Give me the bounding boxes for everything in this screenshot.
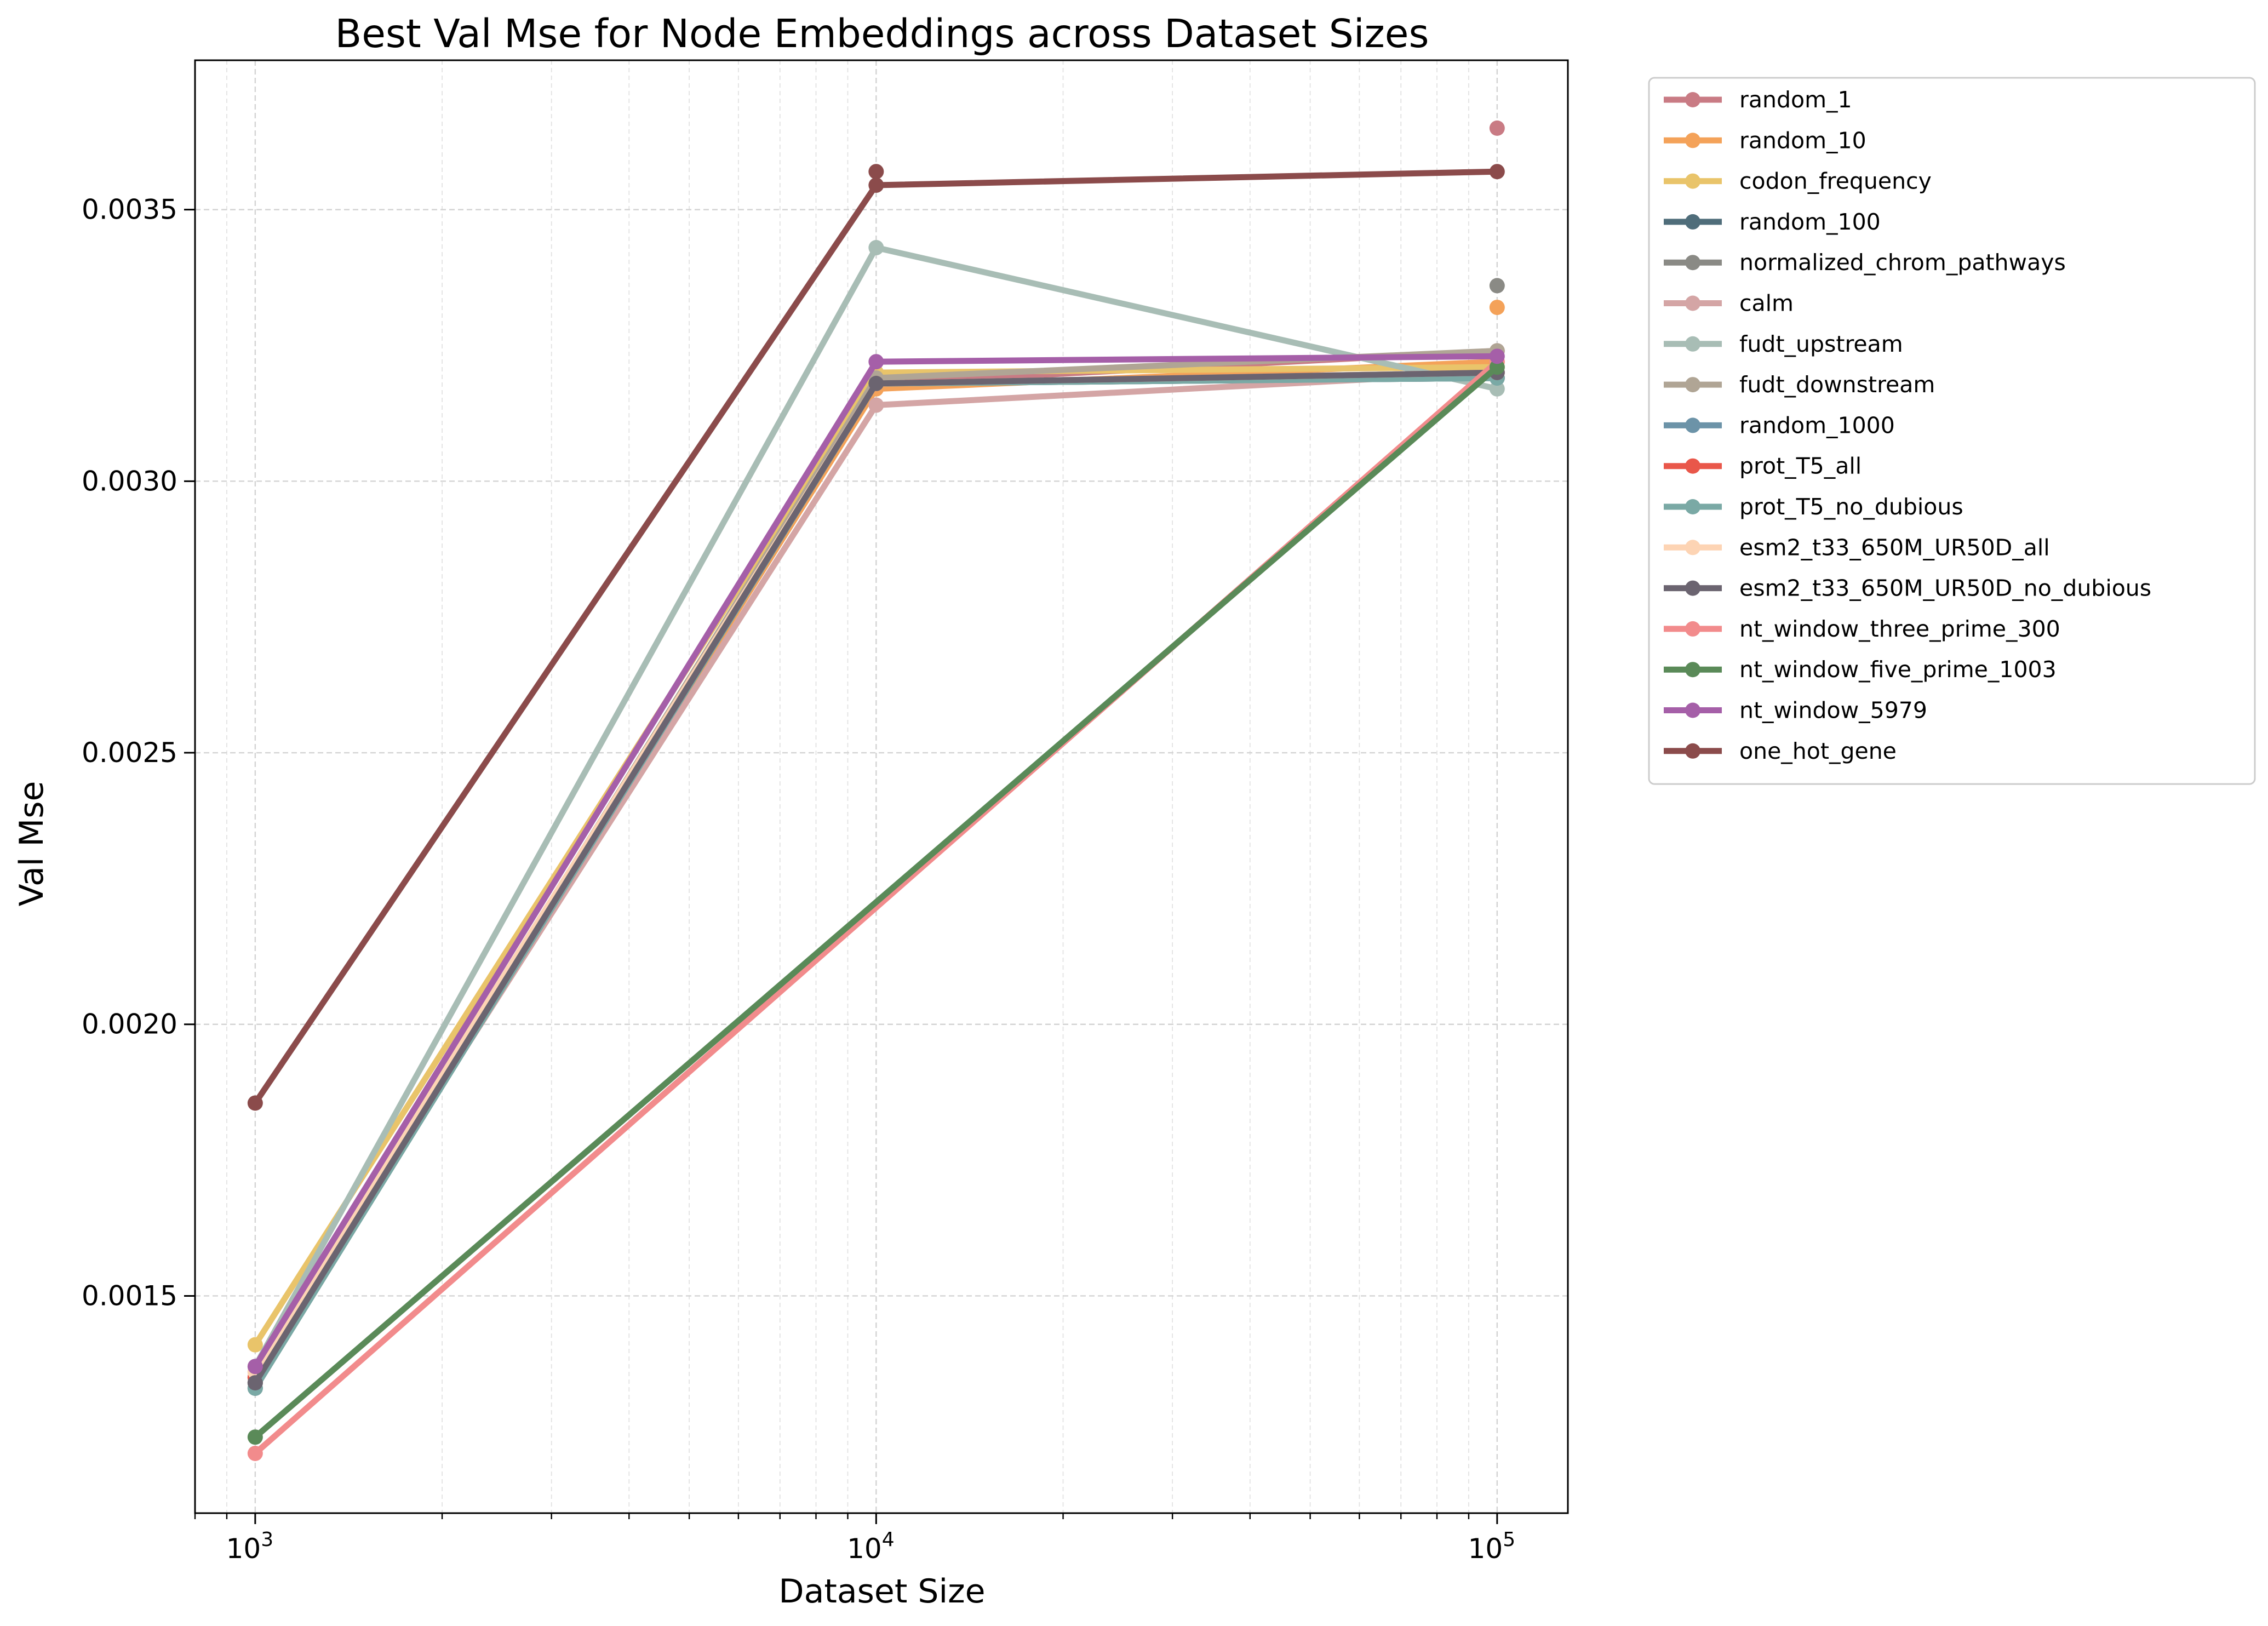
legend-item: random_10 — [1664, 127, 1866, 153]
series-line — [252, 364, 1500, 1440]
legend-label: nt_window_three_prime_300 — [1739, 616, 2060, 642]
legend-item: esm2_t33_650M_UR50D_all — [1664, 534, 2050, 560]
legend-label: normalized_chrom_pathways — [1739, 249, 2066, 276]
data-point — [247, 1445, 263, 1461]
legend: random_1 random_10 codon_frequency random_1… — [1648, 77, 2256, 785]
plot-frame — [194, 59, 1569, 1514]
legend-swatch-marker — [1685, 173, 1700, 189]
legend-swatch-marker — [1685, 336, 1700, 352]
legend-swatch-marker — [1685, 702, 1700, 718]
x-tick-label: 104 — [847, 1528, 895, 1565]
data-point — [1489, 381, 1505, 397]
data-point — [868, 164, 884, 180]
grid — [194, 60, 1568, 1513]
legend-swatch-marker — [1685, 621, 1700, 637]
legend-label: prot_T5_no_dubious — [1739, 494, 1963, 520]
data-point — [868, 375, 884, 391]
data-point — [1489, 348, 1505, 364]
x-tick-label: 105 — [1468, 1528, 1516, 1565]
x-tick-label: 103 — [226, 1528, 274, 1565]
legend-item: nt_window_three_prime_300 — [1664, 616, 2060, 642]
data-point — [247, 1359, 263, 1375]
legend-swatch-marker — [1685, 133, 1700, 148]
legend-swatch-marker — [1685, 743, 1700, 759]
chart-title: Best Val Mse for Node Embeddings across … — [335, 11, 1429, 56]
legend-item: random_100 — [1664, 209, 1881, 235]
legend-label: codon_frequency — [1739, 168, 1932, 194]
series-nt_window_five_prime_1003 — [247, 359, 1505, 1445]
legend-label: one_hot_gene — [1739, 738, 1897, 764]
data-point — [247, 1429, 263, 1445]
legend-item: nt_window_5979 — [1664, 697, 1927, 724]
y-tick-label: 0.0035 — [82, 194, 177, 226]
data-point — [868, 354, 884, 370]
legend-swatch-marker — [1685, 295, 1700, 311]
x-axis-label: Dataset Size — [778, 1572, 985, 1611]
legend-label: nt_window_5979 — [1739, 697, 1927, 724]
data-point — [247, 1095, 263, 1111]
legend-swatch-marker — [1685, 540, 1700, 556]
y-tick-label: 0.0030 — [82, 465, 177, 497]
legend-label: random_1000 — [1739, 412, 1895, 438]
data-point — [868, 240, 884, 256]
legend-swatch-marker — [1685, 377, 1700, 393]
data-point — [1489, 300, 1505, 316]
y-tick-label: 0.0020 — [82, 1009, 177, 1040]
data-point — [868, 178, 884, 193]
series-layer — [247, 120, 1505, 1461]
legend-swatch-marker — [1685, 580, 1700, 596]
legend-swatch-marker — [1685, 214, 1700, 230]
legend-swatch-marker — [1685, 458, 1700, 474]
legend-item: random_1000 — [1664, 412, 1895, 438]
legend-swatch-marker — [1685, 499, 1700, 514]
legend-item: calm — [1664, 290, 1794, 317]
series-nt_window_5979 — [247, 348, 1505, 1375]
y-axis-ticks: 0.0015 0.0020 0.0025 0.0030 0.0035 — [82, 194, 195, 1312]
legend-label: esm2_t33_650M_UR50D_all — [1739, 534, 2050, 560]
data-point — [1489, 164, 1505, 180]
legend-swatch-marker — [1685, 662, 1700, 678]
legend-swatch-marker — [1685, 92, 1700, 107]
legend-label: prot_T5_all — [1739, 453, 1862, 479]
legend-item: normalized_chrom_pathways — [1664, 249, 2066, 276]
y-tick-label: 0.0025 — [82, 737, 177, 769]
data-point — [1489, 359, 1505, 375]
data-point — [1489, 278, 1505, 294]
legend-item: esm2_t33_650M_UR50D_no_dubious — [1664, 575, 2151, 602]
x-axis-ticks: 103 104 105 — [194, 1513, 1516, 1565]
series-one_hot_gene — [247, 164, 1505, 1111]
legend-label: nt_window_five_prime_1003 — [1739, 656, 2057, 683]
legend-item: one_hot_gene — [1664, 738, 1897, 764]
legend-swatch-marker — [1685, 417, 1700, 433]
legend-item: nt_window_five_prime_1003 — [1664, 656, 2057, 683]
legend-swatch-marker — [1685, 255, 1700, 271]
legend-label: calm — [1739, 290, 1794, 317]
legend-item: codon_frequency — [1664, 168, 1932, 194]
data-point — [247, 1375, 263, 1391]
y-tick-label: 0.0015 — [82, 1280, 177, 1312]
y-axis-label: Val Mse — [13, 781, 51, 907]
data-point — [1489, 120, 1505, 136]
legend-label: fudt_upstream — [1739, 331, 1903, 357]
data-point — [247, 1337, 263, 1353]
legend-box — [1648, 77, 2256, 785]
legend-item: fudt_downstream — [1664, 371, 1935, 398]
legend-label: random_100 — [1739, 209, 1881, 235]
legend-item: prot_T5_all — [1664, 453, 1862, 479]
legend-label: random_10 — [1739, 127, 1866, 153]
legend-item: prot_T5_no_dubious — [1664, 494, 1963, 520]
data-point — [868, 397, 884, 413]
legend-label: esm2_t33_650M_UR50D_no_dubious — [1739, 575, 2151, 602]
legend-item: fudt_upstream — [1664, 331, 1903, 357]
legend-item: random_1 — [1664, 87, 1852, 113]
legend-label: random_1 — [1739, 87, 1852, 113]
legend-label: fudt_downstream — [1739, 371, 1935, 398]
